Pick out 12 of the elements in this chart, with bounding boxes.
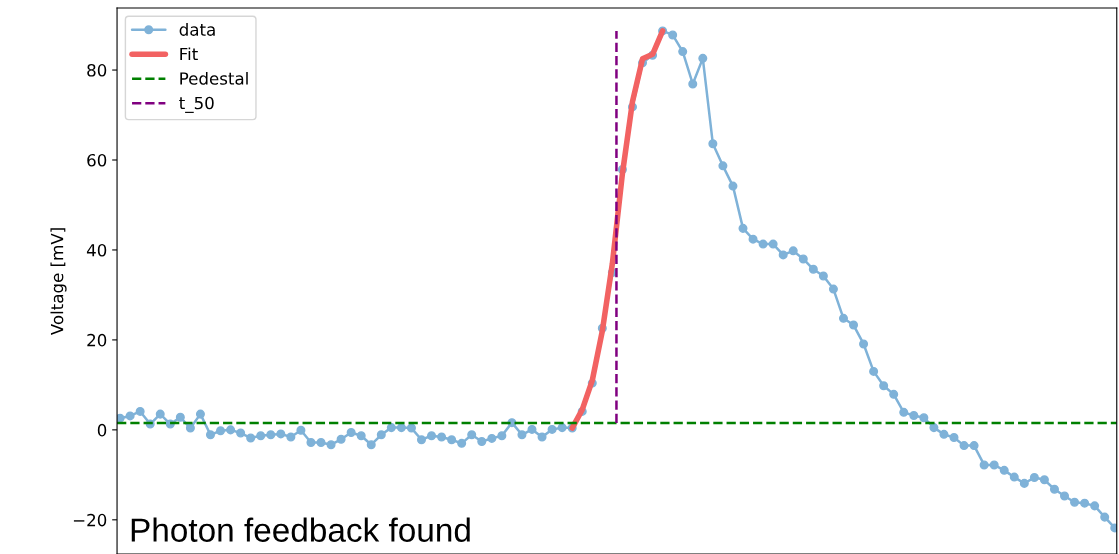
y-tick-label: 0 — [97, 423, 107, 437]
legend-label: Fit — [180, 47, 198, 61]
legend-label: Pedestal — [180, 71, 248, 85]
text: t_50 — [179, 96, 214, 113]
legend-label: data — [179, 22, 215, 36]
y-tick-label: 80 — [87, 64, 107, 77]
y-tick-label: 60 — [87, 153, 107, 167]
annotation: Photon feedback found — [131, 517, 470, 542]
y-axis-title: Voltage [mV] — [50, 228, 67, 336]
y-tick-label: 20 — [87, 333, 107, 347]
y-tick-label: 40 — [86, 243, 107, 257]
y-tick-label: −20 — [73, 513, 107, 527]
